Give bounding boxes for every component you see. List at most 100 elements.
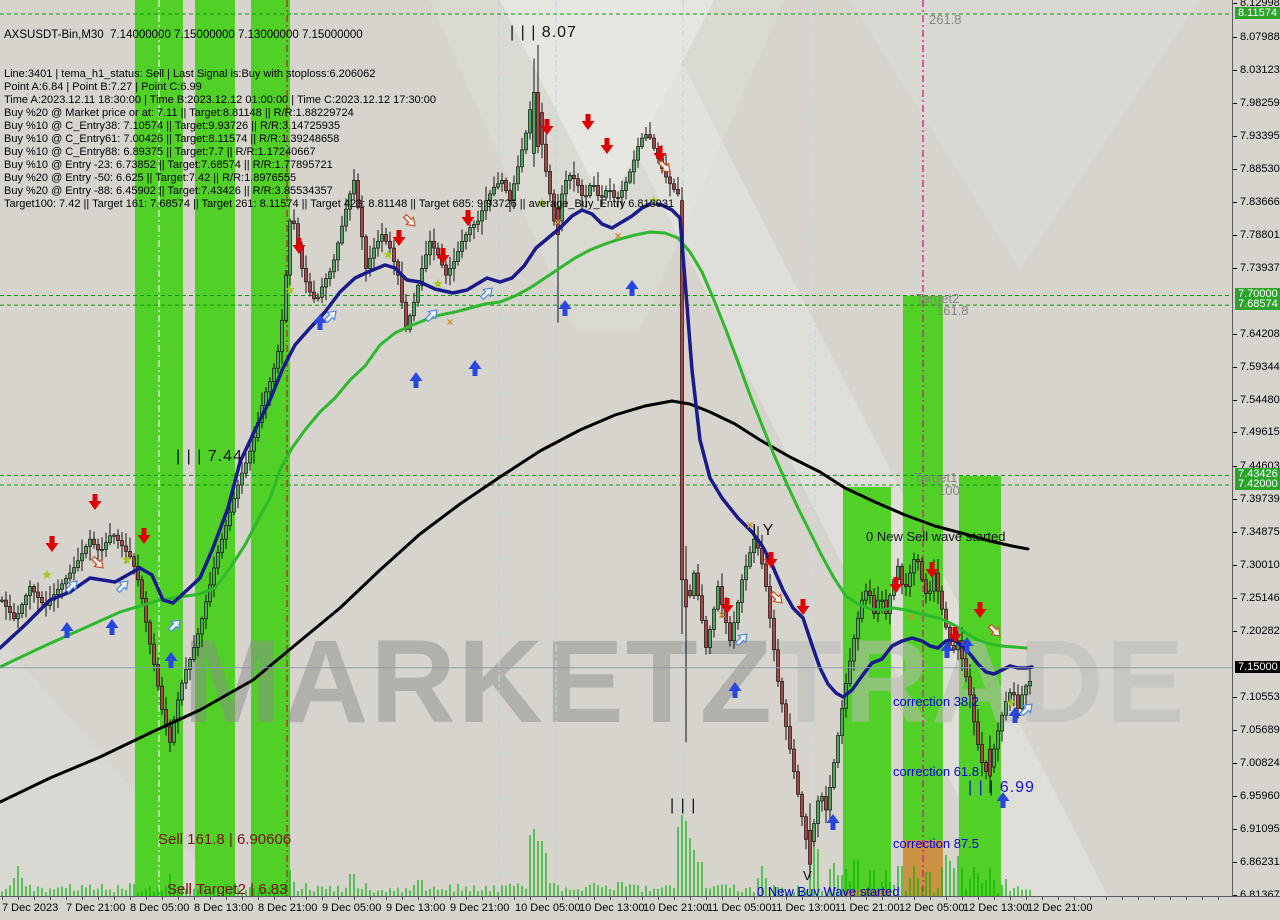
annotation: | | | 6.99 bbox=[968, 779, 1035, 796]
price-axis-label: 8.12998 bbox=[1233, 0, 1280, 9]
price-axis-label: 7.49615 bbox=[1233, 426, 1280, 438]
annotation: | | | 7.44 bbox=[176, 448, 243, 465]
sell-arrow-icon bbox=[796, 599, 810, 615]
hollow-sell-arrow-icon bbox=[657, 159, 671, 173]
annotation: correction 61.8 bbox=[893, 764, 979, 779]
price-axis-label: 8.07988 bbox=[1233, 31, 1280, 43]
sell-arrow-icon bbox=[925, 562, 939, 578]
buy-arrow-icon bbox=[558, 300, 572, 316]
price-axis-label: 7.88530 bbox=[1233, 163, 1280, 175]
sell-arrow-icon bbox=[45, 536, 59, 552]
buy-arrow-icon bbox=[940, 642, 954, 658]
sell-arrow-icon bbox=[540, 119, 554, 135]
price-tick bbox=[1233, 267, 1237, 269]
price-axis-label: 7.78801 bbox=[1233, 229, 1280, 241]
price-tick bbox=[1233, 565, 1237, 567]
time-axis-ticks bbox=[2, 897, 1232, 900]
signal-band bbox=[959, 476, 1001, 896]
price-axis-label: 8.03123 bbox=[1233, 64, 1280, 76]
time-axis-label: 8 Dec 05:00 bbox=[130, 902, 190, 914]
annotation: 0 New Sell wave started bbox=[866, 529, 1006, 544]
annotation: 100 bbox=[938, 483, 960, 498]
buy-arrow-icon bbox=[996, 792, 1010, 808]
buy-arrow-icon bbox=[164, 652, 178, 668]
price-axis-label: 6.91095 bbox=[1233, 823, 1280, 835]
target-price-label: 7.42000 bbox=[1235, 478, 1280, 491]
price-tick bbox=[1233, 333, 1237, 335]
annotation: correction 87.5 bbox=[893, 836, 979, 851]
price-tick bbox=[1233, 729, 1237, 731]
price-axis-label: 7.98259 bbox=[1233, 97, 1280, 109]
buy-arrow-icon bbox=[625, 280, 639, 296]
sell-arrow-icon bbox=[948, 627, 962, 643]
annotation: correction 38.2 bbox=[893, 694, 979, 709]
annotation: Sell Target2 | 6.83 bbox=[167, 881, 288, 898]
time-axis-label: 10 Dec 21:00 bbox=[643, 902, 709, 914]
candlesticks bbox=[0, 44, 1032, 878]
sell-arrow-icon bbox=[461, 210, 475, 226]
time-axis-label: 9 Dec 21:00 bbox=[450, 902, 510, 914]
x-marker-icon: × bbox=[746, 518, 753, 532]
buy-arrow-icon bbox=[313, 314, 327, 330]
sell-arrow-icon bbox=[600, 138, 614, 154]
star-icon: ★ bbox=[41, 567, 53, 582]
x-marker-icon: × bbox=[907, 610, 914, 624]
correction-zone bbox=[843, 890, 891, 896]
hollow-sell-arrow-icon bbox=[987, 623, 1001, 637]
time-axis-label: 7 Dec 2023 bbox=[2, 902, 59, 914]
hollow-buy-arrow-icon bbox=[424, 309, 438, 323]
price-axis-label: 7.39739 bbox=[1233, 493, 1280, 505]
hollow-buy-arrow-icon bbox=[323, 310, 337, 324]
buy-arrow-icon bbox=[468, 360, 482, 376]
price-tick bbox=[1233, 696, 1237, 698]
annotation: 261.8 bbox=[929, 12, 962, 27]
hollow-buy-arrow-icon bbox=[167, 619, 181, 633]
price-tick bbox=[1233, 762, 1237, 764]
price-axis-label: 7.30010 bbox=[1233, 559, 1280, 571]
signal-markers: ★ ★ ★ ★ ★ ★ ★ ★ × × × × × × bbox=[41, 114, 1033, 830]
buy-arrow-icon bbox=[60, 622, 74, 638]
price-tick bbox=[1233, 37, 1237, 39]
price-tick bbox=[1233, 598, 1237, 600]
time-axis[interactable]: 7 Dec 2023 7 Dec 21:00 8 Dec 05:00 8 Dec 13… bbox=[0, 896, 1280, 920]
price-tick bbox=[1233, 631, 1237, 633]
hollow-buy-arrow-icon bbox=[115, 580, 129, 594]
hollow-buy-arrow-icon bbox=[1019, 703, 1033, 717]
target-price-label: 7.70000 bbox=[1235, 288, 1280, 301]
current-price-label: 7.15000 bbox=[1235, 660, 1280, 673]
price-axis-label: 7.59344 bbox=[1233, 361, 1280, 373]
annotation: | | | 8.07 bbox=[510, 24, 577, 41]
sell-arrow-icon bbox=[973, 602, 987, 618]
x-marker-icon: × bbox=[446, 315, 453, 329]
price-tick bbox=[1233, 70, 1237, 72]
annotation: I Y bbox=[752, 522, 775, 539]
time-axis-label: 11 Dec 21:00 bbox=[835, 902, 900, 914]
price-axis-label: 7.34875 bbox=[1233, 526, 1280, 538]
sell-arrow-icon bbox=[720, 598, 734, 614]
annotation: Sell 161.8 | 6.90606 bbox=[158, 831, 292, 848]
price-tick bbox=[1233, 499, 1237, 501]
annotation: V bbox=[803, 868, 812, 883]
time-axis-label: 10 Dec 13:00 bbox=[579, 902, 645, 914]
price-axis[interactable]: 8.12998 8.11574 8.07988 8.03123 7.98259 7.933… bbox=[1232, 0, 1280, 901]
price-tick bbox=[1233, 466, 1237, 468]
sell-arrow-icon bbox=[88, 494, 102, 510]
price-tick bbox=[1233, 828, 1237, 830]
x-marker-icon: × bbox=[718, 608, 725, 622]
hollow-buy-arrow-icon bbox=[479, 287, 493, 301]
signal-band bbox=[195, 0, 235, 896]
hollow-buy-arrow-icon bbox=[734, 633, 748, 647]
time-axis-label: 8 Dec 21:00 bbox=[258, 902, 318, 914]
star-icon: ★ bbox=[432, 276, 444, 291]
buy-arrow-icon bbox=[409, 372, 423, 388]
price-tick bbox=[1233, 861, 1237, 863]
buy-arrow-icon bbox=[105, 619, 119, 635]
x-marker-icon: × bbox=[614, 229, 621, 243]
star-icon: ★ bbox=[536, 195, 548, 210]
star-icon: ★ bbox=[648, 193, 660, 208]
sell-arrow-icon bbox=[436, 248, 450, 264]
time-axis-label: 9 Dec 05:00 bbox=[322, 902, 382, 914]
star-icon: ★ bbox=[382, 247, 394, 262]
buy-arrow-icon bbox=[1008, 707, 1022, 723]
